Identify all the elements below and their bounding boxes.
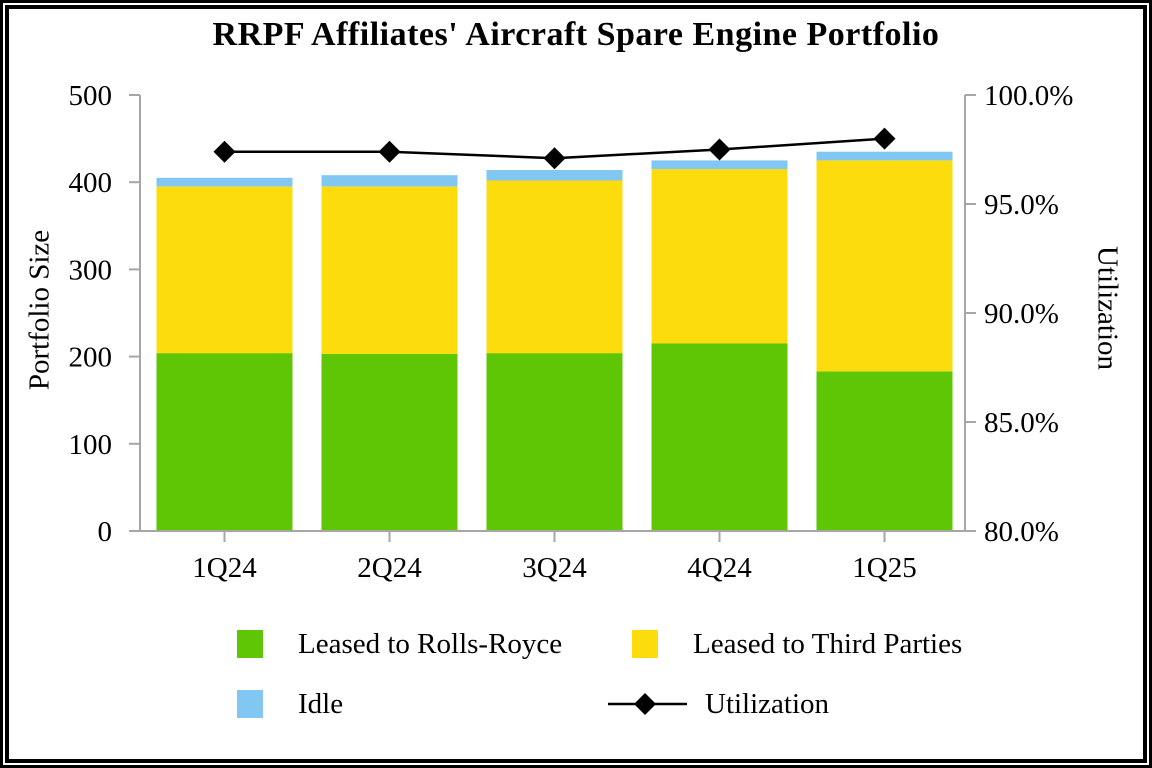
diamond-marker-icon: [213, 140, 236, 163]
left-axis-tick-label: 400: [69, 167, 113, 199]
bar-segment-2Q24: [321, 175, 458, 187]
x-axis-tick-label: 4Q24: [687, 552, 752, 584]
diamond-marker-icon: [708, 138, 731, 161]
left-axis-tick-label: 0: [98, 516, 113, 548]
chart-title: RRPF Affiliates' Aircraft Spare Engine P…: [212, 16, 940, 53]
bar-segment-1Q25: [816, 151, 953, 161]
x-axis-tick-label: 1Q25: [852, 552, 916, 584]
diamond-marker-icon: [873, 127, 896, 150]
bar-segment-2Q24: [321, 354, 458, 531]
diamond-marker-icon: [543, 147, 566, 170]
right-axis-tick-label: 80.0%: [984, 516, 1059, 548]
x-axis-tick-label: 1Q24: [192, 552, 257, 584]
legend-item-utilization: Utilization: [608, 687, 830, 720]
x-axis-tick-label: 3Q24: [522, 552, 587, 584]
x-axis-tick-label: 2Q24: [357, 552, 422, 584]
left-axis-tick-label: 500: [69, 80, 113, 112]
left-axis-tick-label: 200: [69, 342, 113, 374]
bar-segment-1Q24: [156, 186, 293, 354]
legend-label-utilization: Utilization: [705, 687, 830, 720]
right-axis-tick-label: 90.0%: [984, 298, 1059, 330]
legend-item-idle: Idle: [237, 687, 344, 720]
bar-segment-2Q24: [321, 186, 458, 354]
axis-tick-labels: 0 100 200 300 400 500 80.0% 85.0% 90.0% 95.0% 100.…: [69, 80, 1074, 584]
legend-item-leased-to-rolls-royce: Leased to Rolls-Royce: [237, 627, 563, 660]
diamond-marker-icon: [378, 140, 401, 163]
utilization-line-diamond-icon: [608, 693, 687, 715]
legend-label-rolls-royce: Leased to Rolls-Royce: [298, 627, 563, 660]
bar-segment-1Q24: [156, 177, 293, 187]
rolls-royce-swatch-icon: [237, 630, 263, 658]
stacked-bars: [156, 151, 953, 531]
bar-segment-1Q25: [816, 160, 953, 372]
bar-segment-1Q25: [816, 371, 953, 531]
bar-segment-1Q24: [156, 353, 293, 531]
left-axis-tick-label: 100: [69, 429, 113, 461]
utilization-line-series: [213, 127, 896, 170]
legend-label-third-parties: Leased to Third Parties: [693, 627, 963, 660]
bar-segment-3Q24: [486, 353, 623, 531]
bar-segment-4Q24: [651, 343, 788, 531]
axes: [129, 94, 976, 542]
bar-segment-3Q24: [486, 170, 623, 181]
right-axis-tick-label: 95.0%: [984, 189, 1059, 221]
legend-label-idle: Idle: [298, 687, 344, 720]
left-axis-tick-label: 300: [69, 254, 113, 286]
legend-item-leased-to-third-parties: Leased to Third Parties: [632, 627, 963, 660]
right-axis-tick-label: 100.0%: [984, 80, 1073, 112]
right-axis-tick-label: 85.0%: [984, 407, 1059, 439]
bar-segment-3Q24: [486, 180, 623, 354]
bar-segment-4Q24: [651, 160, 788, 170]
idle-swatch-icon: [237, 690, 263, 718]
bar-segment-4Q24: [651, 169, 788, 344]
third-parties-swatch-icon: [632, 630, 658, 658]
